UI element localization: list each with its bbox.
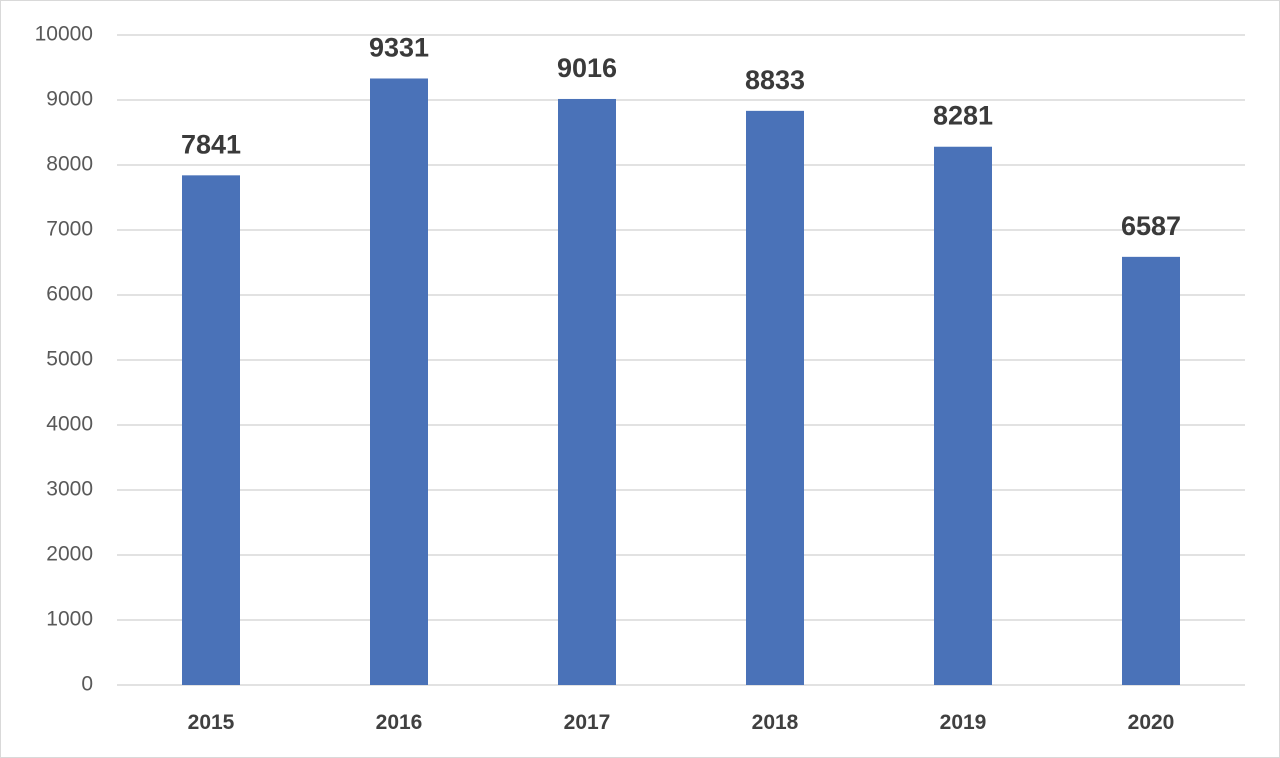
y-tick-label: 0: [81, 673, 93, 696]
data-label-2016: 9331: [369, 32, 429, 62]
bar-2018: [746, 110, 804, 686]
y-tick-label: 5000: [46, 348, 93, 371]
x-category-label: 2015: [188, 711, 235, 734]
x-category-label: 2017: [564, 711, 611, 734]
bar-2019: [934, 146, 992, 686]
data-label-2020: 6587: [1121, 211, 1181, 241]
x-category-label: 2020: [1128, 711, 1175, 734]
x-category-label: 2018: [752, 711, 799, 734]
y-tick-label: 2000: [46, 543, 93, 566]
y-tick-label: 6000: [46, 283, 93, 306]
y-tick-label: 8000: [46, 153, 93, 176]
y-tick-label: 1000: [46, 608, 93, 631]
data-label-2017: 9016: [557, 53, 617, 83]
y-tick-label: 9000: [46, 88, 93, 111]
y-axis-tick-labels: 0 1000 2000 3000 4000 5000 6000 7000 8000 9000 100…: [35, 23, 93, 696]
bars: [182, 78, 1180, 686]
x-category-label: 2019: [940, 711, 987, 734]
x-axis-category-labels: 2015 2016 2017 2018 2019 2020: [188, 711, 1175, 734]
gridlines: [117, 34, 1245, 686]
y-tick-label: 4000: [46, 413, 93, 436]
data-label-2018: 8833: [745, 65, 805, 95]
data-label-2015: 7841: [181, 129, 241, 159]
data-labels: 7841 9331 9016 8833 8281 6587: [181, 32, 1181, 240]
bar-2017: [558, 98, 616, 685]
bar-2015: [182, 175, 240, 685]
y-tick-label: 10000: [35, 23, 93, 46]
data-label-2019: 8281: [933, 101, 993, 131]
y-tick-label: 7000: [46, 218, 93, 241]
x-category-label: 2016: [376, 711, 423, 734]
bar-2020: [1122, 256, 1180, 685]
bar-2016: [370, 78, 428, 686]
y-tick-label: 3000: [46, 478, 93, 501]
